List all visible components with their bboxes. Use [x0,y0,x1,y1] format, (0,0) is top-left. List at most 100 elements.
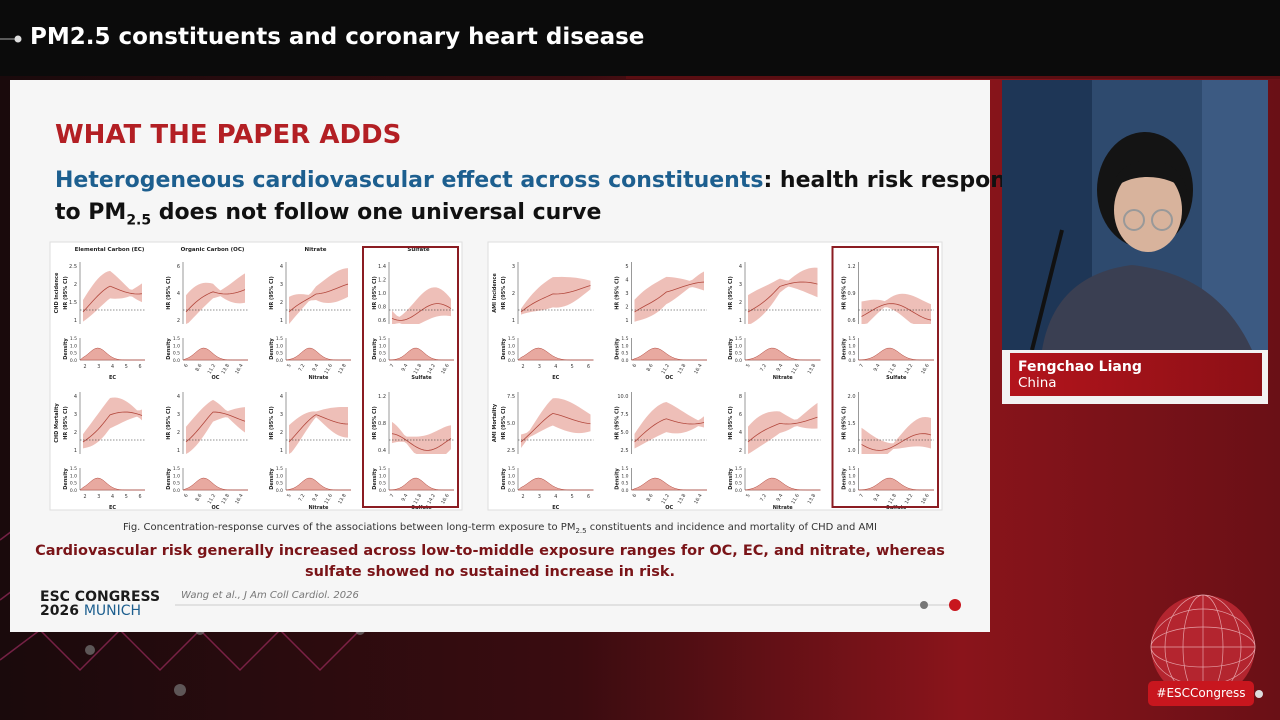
density-tick-label: 0.0 [848,488,855,494]
hr-tick-label: 1 [74,448,77,454]
density-tick-label: 0.0 [508,358,515,364]
density-tick-label: 0.5 [621,481,628,487]
density-curve [858,477,935,491]
density-tick-label: 0.5 [848,481,855,487]
logo-year: 2026 [40,603,79,619]
hr-tick-label: 4 [177,394,180,400]
hr-tick-label: 3 [739,282,742,288]
hr-tick-label: 1.5 [848,421,856,427]
hr-tick-label: 1.4 [378,264,386,270]
hashtag: #ESCCongress [1148,681,1254,706]
column-title: Nitrate [305,247,327,253]
x-tick-label: 6 [632,493,639,499]
density-axis-label: Density [501,338,507,360]
x-tick-label: 4 [554,494,557,500]
density-tick-label: 1.0 [848,343,855,349]
density-curve [285,477,351,491]
density-curve [79,347,145,361]
density-tick-label: 0.5 [173,351,180,357]
hr-tick-label: 2 [74,430,77,436]
density-tick-label: 1.0 [276,343,283,349]
hr-tick-label: 4 [625,278,628,284]
title-bullet [0,35,22,43]
hr-tick-label: 4 [739,430,742,436]
density-tick-label: 1.0 [508,473,515,479]
x-tick-label: 13.8 [337,493,348,505]
density-tick-label: 0.0 [735,358,742,364]
x-tick-label: 8.6 [194,363,203,373]
response-curve [185,289,246,313]
density-curve [517,347,594,361]
figure-caption: Fig. Concentration-response curves of th… [10,522,990,535]
hr-tick-label: 3 [625,291,628,297]
density-tick-label: 1.0 [621,473,628,479]
density-tick-label: 0.0 [70,488,77,494]
density-tick-label: 1.0 [276,473,283,479]
confidence-band [634,401,704,449]
x-tick-label: 14.2 [904,363,915,375]
confidence-band [186,399,245,454]
x-tick-label: 6 [632,363,639,369]
density-tick-label: 0.0 [276,358,283,364]
response-curve [861,303,932,321]
response-curve [861,433,932,451]
density-curve [182,347,248,361]
subheading: Heterogeneous cardiovascular effect acro… [55,168,1034,193]
density-tick-label: 0.5 [508,351,515,357]
x-axis-label: OC [665,505,673,511]
density-curve [388,477,455,491]
subheading-highlight: Heterogeneous cardiovascular effect acro… [55,168,764,193]
density-axis-label: Density [372,468,378,490]
density-tick-label: 0.5 [70,351,77,357]
density-tick-label: 0.0 [173,358,180,364]
hr-tick-label: 2.0 [848,394,856,400]
hr-axis-label: HR (95% CI) [166,406,172,440]
speaker-country: China [1018,375,1057,391]
hr-tick-label: 7.5 [507,394,515,400]
density-axis-label: Density [63,338,69,360]
density-axis-label: Density [269,468,275,490]
x-axis-label: OC [212,505,220,511]
progress-bar [175,599,961,611]
header-title: PM2.5 constituents and coronary heart di… [30,24,645,50]
confidence-band [861,293,931,324]
x-tick-label: 16.4 [234,493,245,505]
density-tick-label: 1.5 [173,466,180,472]
column-title: Sulfate [407,247,429,253]
x-tick-label: 9.4 [873,493,882,503]
density-curve [388,347,455,361]
x-tick-label: 13.8 [220,493,231,505]
density-curve [744,477,821,491]
density-axis-label: Density [501,468,507,490]
logo-line: ESC CONGRESS [40,589,161,605]
x-tick-label: 3 [538,364,541,370]
x-tick-label: 9.4 [400,493,409,503]
hr-tick-label: 3 [280,412,283,418]
response-curve [288,283,349,313]
highlight-box [831,246,939,508]
x-tick-label: 11.8 [887,363,898,375]
x-tick-label: 6 [587,364,590,370]
subscript: 2.5 [126,212,152,229]
response-curve [391,303,452,321]
row-label: AMI Incidence [492,273,498,313]
x-tick-label: 5 [125,494,128,500]
subscript: 2.5 [575,527,587,535]
density-tick-label: 1.5 [276,336,283,342]
x-tick-label: 4 [111,494,114,500]
density-tick-label: 1.5 [621,466,628,472]
x-tick-label: 11.8 [413,493,424,505]
x-tick-label: 11.6 [790,493,801,505]
x-tick-label: 14.2 [426,493,437,505]
row-label: AMI Mortality [492,403,498,442]
hr-axis-label: HR (95% CI) [728,406,734,440]
x-axis-label: Sulfate [411,375,432,381]
hr-tick-label: 1.0 [378,291,386,297]
x-axis-label: Nitrate [773,505,794,511]
x-tick-label: 7.2 [759,493,768,503]
density-tick-label: 0.5 [276,351,283,357]
response-curve [747,281,818,313]
subheading-text: does not follow one universal curve [151,200,602,225]
density-tick-label: 1.0 [379,473,386,479]
